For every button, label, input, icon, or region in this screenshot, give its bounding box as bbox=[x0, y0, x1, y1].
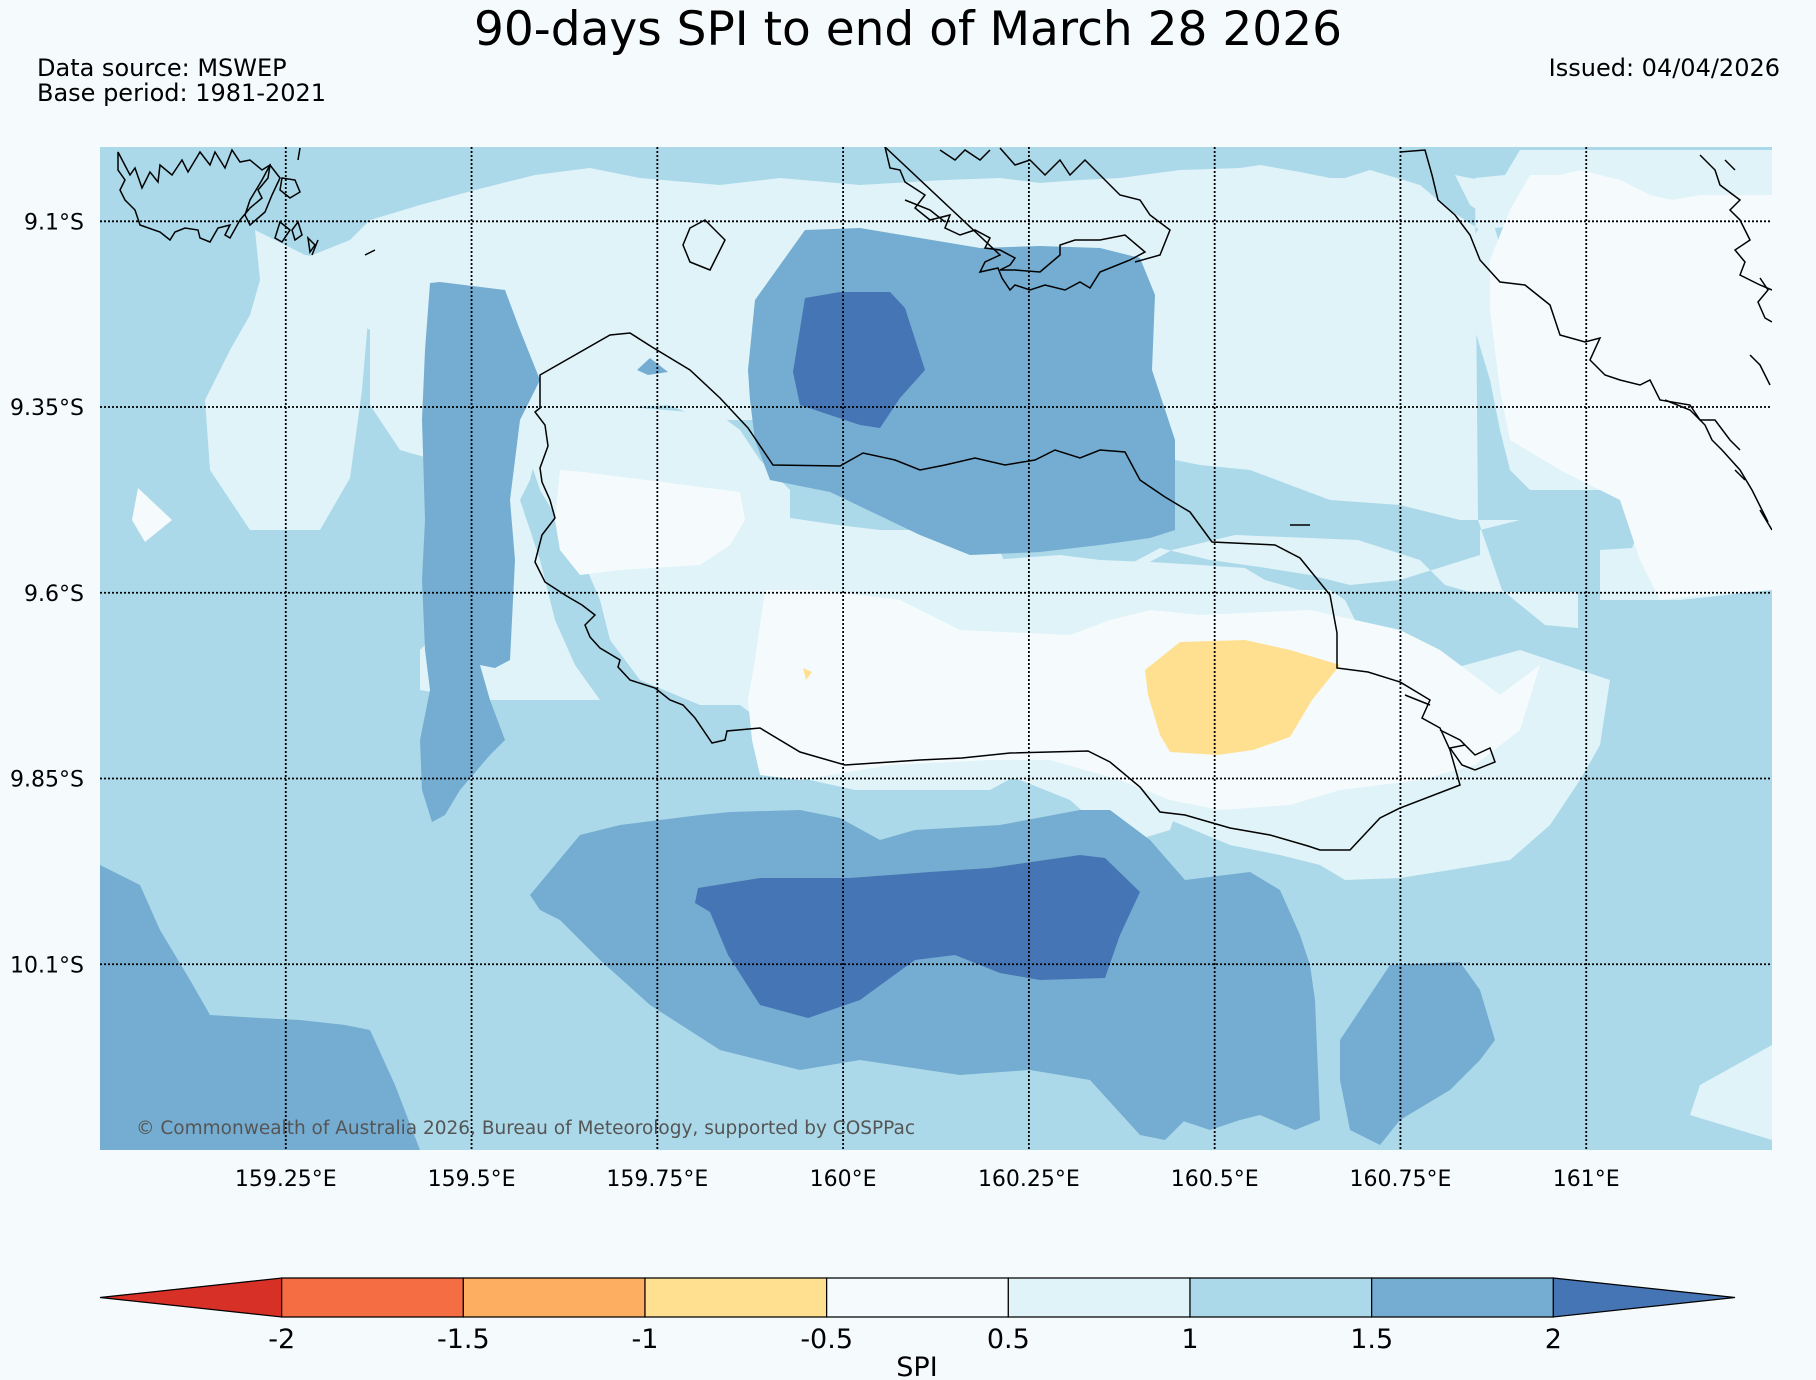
island-coastline bbox=[533, 332, 1461, 851]
island-coastline bbox=[939, 149, 991, 161]
island-coastline bbox=[1734, 469, 1746, 481]
colorbar-bin bbox=[1371, 1277, 1554, 1318]
map-title: 90-days SPI to end of March 28 2026 bbox=[473, 2, 1343, 57]
latitude-tick-label: 9.1°S bbox=[24, 210, 84, 235]
island-coastline bbox=[297, 147, 301, 161]
spi-colorbar bbox=[99, 1277, 1736, 1318]
longitude-tick-label: 159.25°E bbox=[235, 1167, 337, 1192]
latitude-tick-label: 9.6°S bbox=[24, 582, 84, 607]
latitude-tick-label: 9.85°S bbox=[10, 768, 84, 793]
colorbar-label: SPI bbox=[896, 1352, 937, 1380]
island-coastline bbox=[1757, 277, 1772, 323]
spi-field-0.5-1 bbox=[1690, 1045, 1772, 1140]
spi-field-wet bbox=[100, 865, 420, 1150]
colorbar-bin bbox=[99, 1277, 283, 1318]
spi-field-wet bbox=[1340, 962, 1495, 1145]
longitude-labels: 159.25°E 159.5°E 159.75°E 160°E 160.25°E 160.… bbox=[235, 1167, 1620, 1192]
spi-field-moderately-dry bbox=[803, 668, 812, 680]
island-coastline bbox=[999, 147, 1171, 263]
colorbar-tick-label: 1 bbox=[1181, 1324, 1198, 1355]
latitude-labels: 9.1°S 9.35°S 9.6°S 9.85°S 10.1°S bbox=[10, 210, 84, 978]
graticule bbox=[100, 147, 1772, 1150]
island-coastline bbox=[311, 239, 319, 256]
island-coastline bbox=[1439, 729, 1496, 771]
data-source-label: Data source: MSWEP bbox=[37, 54, 287, 82]
island-coastline bbox=[1699, 154, 1772, 291]
longitude-tick-label: 160.75°E bbox=[1349, 1167, 1451, 1192]
island-coastline bbox=[117, 148, 271, 243]
base-period-label: Base period: 1981-2021 bbox=[37, 79, 327, 107]
longitude-tick-label: 161°E bbox=[1553, 1167, 1620, 1192]
colorbar-bin bbox=[644, 1277, 828, 1318]
longitude-tick-label: 159.75°E bbox=[606, 1167, 708, 1192]
coastlines bbox=[117, 147, 1772, 851]
latitude-tick-label: 10.1°S bbox=[10, 953, 84, 978]
spi-field-wet bbox=[637, 358, 668, 375]
island-coastline bbox=[1399, 149, 1741, 451]
colorbar-bin bbox=[281, 1277, 464, 1318]
spi-contour-fields bbox=[100, 147, 1772, 1150]
colorbar-bin bbox=[1552, 1277, 1736, 1318]
island-coastline bbox=[682, 219, 726, 271]
latitude-tick-label: 9.35°S bbox=[10, 396, 84, 421]
colorbar-tick-label: -2 bbox=[268, 1324, 295, 1355]
island-coastline bbox=[1664, 399, 1769, 523]
spi-field-very-wet bbox=[793, 292, 925, 428]
copyright-notice: © Commonwealth of Australia 2026, Bureau… bbox=[136, 1118, 915, 1139]
colorbar-tick-label: 0.5 bbox=[987, 1324, 1030, 1355]
colorbar-bin bbox=[1189, 1277, 1373, 1318]
island-coastline bbox=[1724, 159, 1736, 171]
island-coastline bbox=[1404, 694, 1431, 706]
spi-field-near-normal bbox=[1490, 170, 1772, 600]
island-coastline bbox=[306, 235, 316, 254]
colorbar-tick-label: 1.5 bbox=[1350, 1324, 1393, 1355]
spi-field-0.5-1 bbox=[205, 230, 380, 530]
longitude-tick-label: 159.5°E bbox=[428, 1167, 516, 1192]
spi-field-near-normal bbox=[748, 590, 1540, 810]
island-coastline bbox=[904, 199, 946, 223]
island-coastline bbox=[364, 249, 376, 256]
longitude-tick-label: 160.5°E bbox=[1171, 1167, 1259, 1192]
colorbar-bin bbox=[826, 1277, 1009, 1318]
colorbar-bin bbox=[1007, 1277, 1191, 1318]
issued-date-label: Issued: 04/04/2026 bbox=[1548, 54, 1780, 82]
island-coastline bbox=[279, 177, 301, 199]
colorbar-tick-label: -0.5 bbox=[800, 1324, 853, 1355]
island-coastline bbox=[244, 163, 281, 227]
colorbar-tick-label: -1.5 bbox=[437, 1324, 490, 1355]
island-coastline bbox=[1759, 509, 1772, 531]
spi-field-moderately-dry bbox=[1145, 640, 1340, 755]
colorbar-tick-label: -1 bbox=[632, 1324, 659, 1355]
spi-field-wet bbox=[420, 282, 540, 822]
spi-field-near-normal bbox=[132, 488, 172, 542]
island-coastline bbox=[1749, 354, 1771, 386]
colorbar-bin bbox=[462, 1277, 646, 1318]
spi-field-near-normal bbox=[555, 470, 745, 575]
colorbar-tick-label: 2 bbox=[1545, 1324, 1562, 1355]
longitude-tick-label: 160°E bbox=[810, 1167, 877, 1192]
longitude-tick-label: 160.25°E bbox=[978, 1167, 1080, 1192]
colorbar-tick-labels: -2 -1.5 -1 -0.5 0.5 1 1.5 2 bbox=[268, 1324, 1562, 1355]
island-coastline bbox=[291, 220, 303, 242]
